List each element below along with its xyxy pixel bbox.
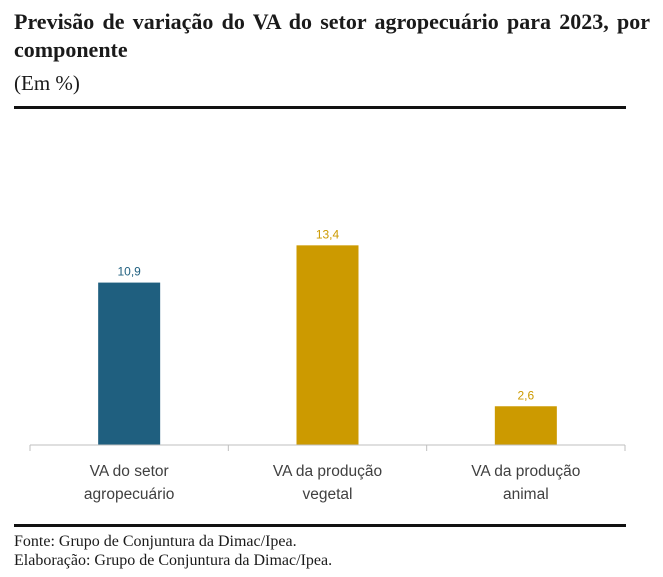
category-label: VA do setor <box>90 463 169 480</box>
bar <box>296 245 359 445</box>
category-label: VA da produção <box>273 463 382 480</box>
bottom-rule <box>14 524 626 527</box>
category-label: VA da produção <box>471 463 580 480</box>
bar-value-label: 2,6 <box>517 388 534 402</box>
bar <box>494 406 557 445</box>
category-label: agropecuário <box>84 486 174 503</box>
bar <box>98 282 161 445</box>
bar-chart: 10,9 VA do setor agropecuário 13,4 VA da pro… <box>29 227 626 503</box>
category-label: vegetal <box>303 486 353 503</box>
labels-layer: 10,9 VA do setor agropecuário 13,4 VA da pro… <box>84 227 580 503</box>
source-note: Fonte: Grupo de Conjuntura da Dimac/Ipea… <box>14 533 297 550</box>
top-rule <box>14 106 626 109</box>
chart-title: Previsão de variação do VA do setor agro… <box>14 9 650 62</box>
axis-layer <box>29 444 626 451</box>
bars-layer <box>98 245 557 445</box>
bar-value-label: 10,9 <box>117 265 141 279</box>
category-label: animal <box>503 486 549 503</box>
elaboration-note: Elaboração: Grupo de Conjuntura da Dimac… <box>14 552 333 569</box>
chart-subtitle: (Em %) <box>14 71 80 95</box>
bar-value-label: 13,4 <box>316 227 340 241</box>
